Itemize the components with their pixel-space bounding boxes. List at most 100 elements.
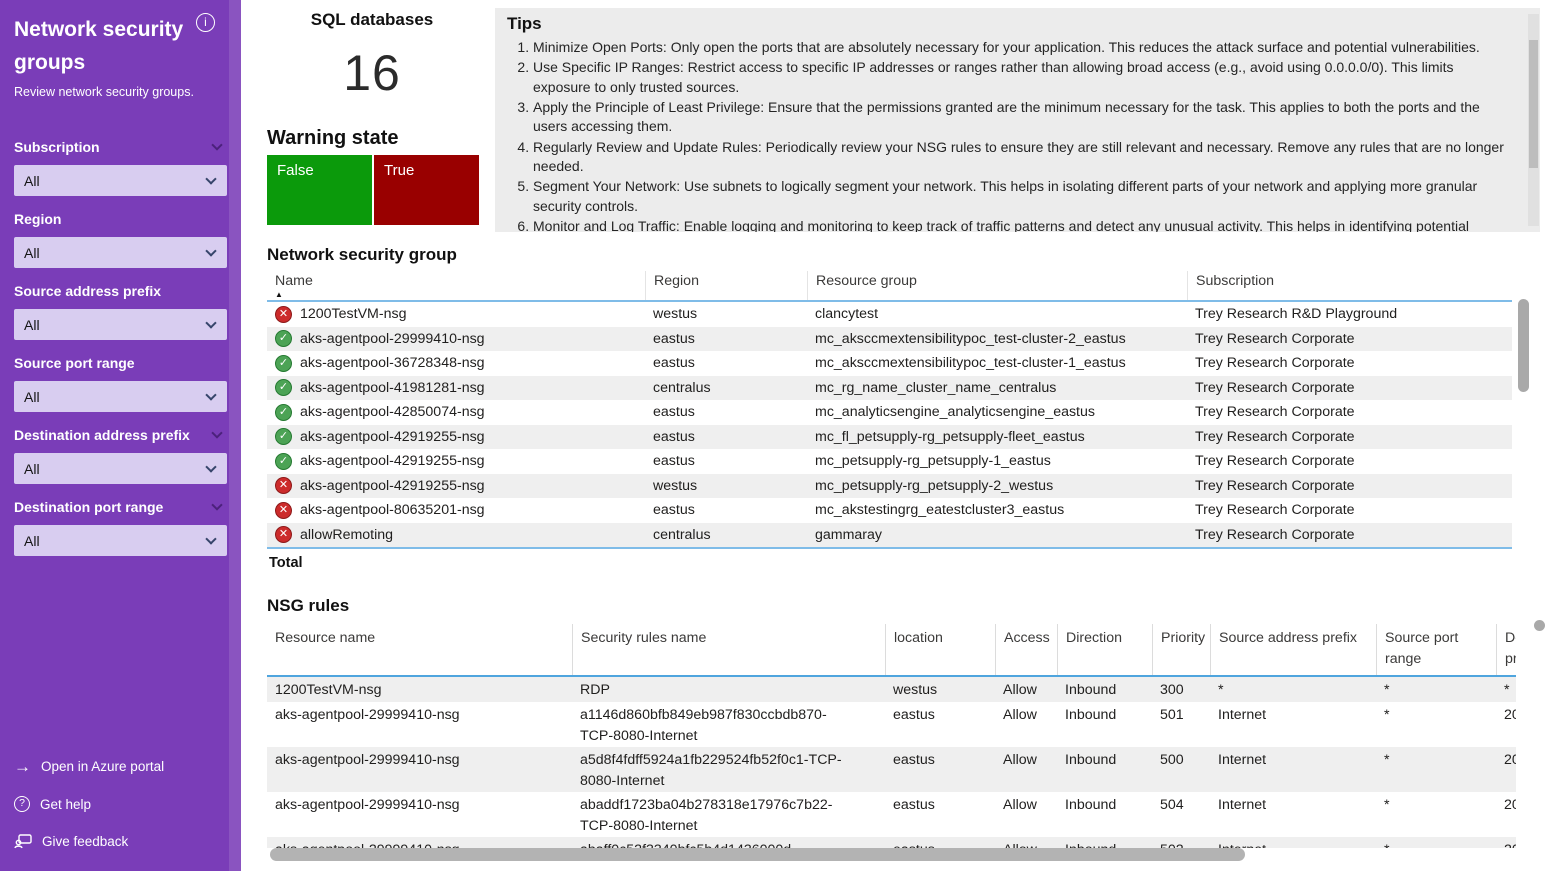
error-status-icon xyxy=(275,305,292,323)
dropdown-value: All xyxy=(24,388,40,405)
page-title: Network security groups xyxy=(14,18,184,74)
region-dropdown[interactable]: All xyxy=(14,237,227,269)
table-row[interactable]: aks-agentpool-36728348-nsg eastusmc_aksc… xyxy=(267,351,1512,376)
tips-panel: Tips Minimize Open Ports: Only open the … xyxy=(495,8,1540,232)
table-row-partial[interactable]: aks-agentpool-29999410-nsgabaff0c52f3340… xyxy=(267,837,1516,848)
success-status-icon xyxy=(275,403,292,421)
get-help-link[interactable]: ? Get help xyxy=(14,796,224,812)
filter-destination-port-range: Destination port range All xyxy=(14,499,227,557)
rules-table-vertical-scrollbar[interactable] xyxy=(1534,620,1545,631)
open-in-azure-portal-link[interactable]: → Open in Azure portal xyxy=(14,756,224,776)
tips-scrollbar-thumb[interactable] xyxy=(1529,40,1538,168)
filter-label: Subscription xyxy=(14,139,100,156)
error-status-icon xyxy=(275,477,292,495)
chevron-down-icon xyxy=(205,173,217,185)
filter-source-port-range: Source port range All xyxy=(14,355,227,413)
column-header-name[interactable]: Name ▲ xyxy=(267,271,645,300)
tip-item: Monitor and Log Traffic: Enable logging … xyxy=(533,217,1514,232)
table-row[interactable]: aks-agentpool-42919255-nsg eastusmc_pets… xyxy=(267,449,1512,474)
filter-label: Region xyxy=(14,211,62,228)
column-header-priority[interactable]: Priority xyxy=(1152,624,1210,675)
rules-table-title: NSG rules xyxy=(267,596,350,615)
table-row[interactable]: aks-agentpool-42919255-nsg eastusmc_fl_p… xyxy=(267,424,1512,449)
table-row[interactable]: aks-agentpool-29999410-nsg a1146d860bfb84… xyxy=(275,707,1516,744)
kpi-title: SQL databases xyxy=(310,10,434,29)
chevron-down-icon xyxy=(205,533,217,545)
success-status-icon xyxy=(275,379,292,397)
column-header-resource-group[interactable]: Resource group xyxy=(807,271,1187,300)
table-row[interactable]: aks-agentpool-29999410-nsg eastusmc_aksc… xyxy=(267,326,1512,351)
filter-source-address-prefix: Source address prefix All xyxy=(14,283,227,341)
question-circle-icon: ? xyxy=(14,796,30,812)
info-icon[interactable]: i xyxy=(196,13,215,32)
column-header-access[interactable]: Access xyxy=(995,624,1057,675)
feedback-icon xyxy=(14,834,32,849)
table-row[interactable]: 1200TestVM-nsg RDP westus Allow Inbound 300 … xyxy=(267,677,1516,702)
nsg-table-vertical-scrollbar[interactable] xyxy=(1518,299,1529,392)
column-header-security-rules-name[interactable]: Security rules name xyxy=(572,624,885,675)
column-header-source-address-prefix[interactable]: Source address prefix xyxy=(1210,624,1376,675)
link-label: Get help xyxy=(40,796,92,812)
chevron-down-icon xyxy=(205,245,217,257)
source-address-prefix-dropdown[interactable]: All xyxy=(14,309,227,341)
tip-item: Regularly Review and Update Rules: Perio… xyxy=(533,138,1514,177)
column-header-location[interactable]: location xyxy=(885,624,995,675)
column-header-subscription[interactable]: Subscription xyxy=(1187,271,1512,300)
warning-state-title: Warning state xyxy=(267,127,399,149)
table-row[interactable]: aks-agentpool-42850074-nsg eastusmc_anal… xyxy=(267,400,1512,425)
filter-subscription: Subscription All xyxy=(14,139,227,197)
chevron-down-icon xyxy=(205,389,217,401)
sql-databases-kpi: SQL databases 16 xyxy=(267,10,477,102)
column-header-direction[interactable]: Direction xyxy=(1057,624,1152,675)
success-status-icon xyxy=(275,428,292,446)
table-row[interactable]: aks-agentpool-80635201-nsg eastusmc_akst… xyxy=(267,498,1512,523)
table-total-label: Total xyxy=(269,555,303,571)
sort-ascending-icon: ▲ xyxy=(275,290,283,299)
filter-destination-address-prefix: Destination address prefix All xyxy=(14,427,227,485)
sidebar-scrollbar[interactable] xyxy=(229,0,241,871)
table-row[interactable]: aks-agentpool-29999410-nsg abaddf1723ba04… xyxy=(275,797,1516,834)
filter-label: Source port range xyxy=(14,355,135,372)
table-row[interactable]: aks-agentpool-41981281-nsg centralusmc_r… xyxy=(267,375,1512,400)
warning-false-tile[interactable]: False xyxy=(267,155,372,225)
kpi-value: 16 xyxy=(343,45,401,101)
give-feedback-link[interactable]: Give feedback xyxy=(14,834,224,849)
success-status-icon xyxy=(275,452,292,470)
error-status-icon xyxy=(275,501,292,519)
filter-label: Destination port range xyxy=(14,499,164,516)
warning-state-tiles: False True xyxy=(267,155,479,225)
tip-item: Apply the Principle of Least Privilege: … xyxy=(533,98,1514,137)
arrow-right-icon: → xyxy=(14,756,31,776)
column-header-region[interactable]: Region xyxy=(645,271,807,300)
warning-true-tile[interactable]: True xyxy=(374,155,479,225)
dropdown-value: All xyxy=(24,244,40,261)
column-header-source-port-range[interactable]: Source port range xyxy=(1376,624,1496,675)
page-subtitle: Review network security groups. xyxy=(14,85,194,100)
horizontal-scrollbar[interactable] xyxy=(270,848,1245,861)
error-status-icon xyxy=(275,526,292,544)
nsg-table: Name ▲ Region Resource group Subscriptio… xyxy=(267,271,1512,571)
tips-list: Minimize Open Ports: Only open the ports… xyxy=(533,38,1514,232)
dropdown-value: All xyxy=(24,532,40,549)
table-row[interactable]: aks-agentpool-42919255-nsg westusmc_pets… xyxy=(267,473,1512,498)
source-port-range-dropdown[interactable]: All xyxy=(14,381,227,413)
tips-title: Tips xyxy=(507,14,542,33)
nsg-table-header: Name ▲ Region Resource group Subscriptio… xyxy=(267,271,1512,302)
link-label: Open in Azure portal xyxy=(41,759,165,774)
chevron-down-icon xyxy=(205,317,217,329)
filter-region: Region All xyxy=(14,211,227,269)
tip-item: Segment Your Network: Use subnets to log… xyxy=(533,177,1514,216)
subscription-dropdown[interactable]: All xyxy=(14,165,227,197)
column-header-resource-name[interactable]: Resource name xyxy=(275,630,376,646)
dropdown-value: All xyxy=(24,172,40,189)
column-header-destination-prefix[interactable]: De pr xyxy=(1496,624,1516,675)
table-row[interactable]: aks-agentpool-29999410-nsg a5d8f4fdff5924… xyxy=(267,747,1516,792)
destination-port-range-dropdown[interactable]: All xyxy=(14,525,227,557)
destination-address-prefix-dropdown[interactable]: All xyxy=(14,453,227,485)
success-status-icon xyxy=(275,330,292,348)
nsg-rules-table: Resource name Security rules name locati… xyxy=(267,624,1516,848)
